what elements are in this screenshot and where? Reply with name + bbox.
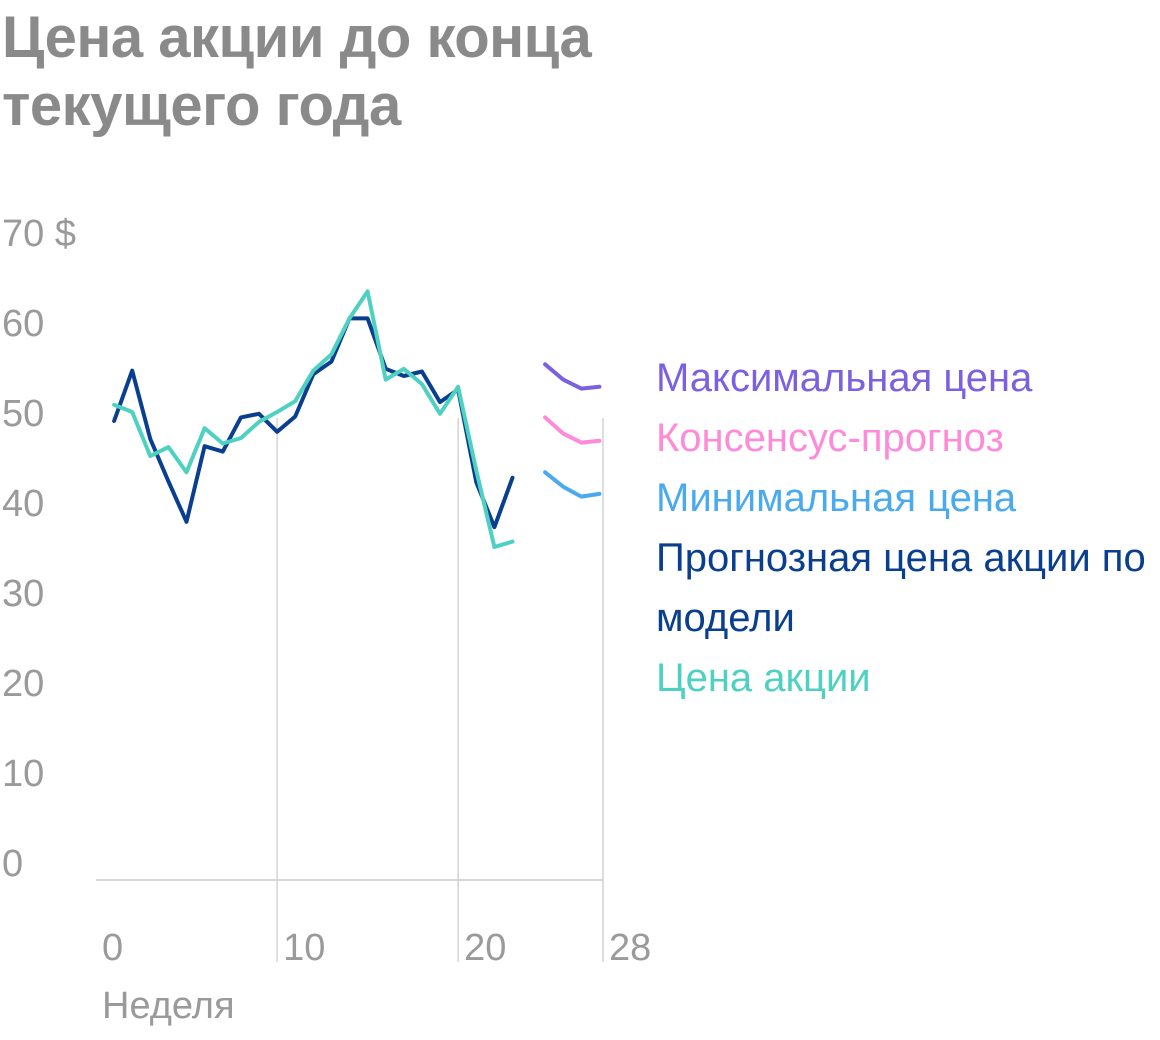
y-tick-label: 40 (2, 483, 44, 525)
chart-title-line-2: текущего года (2, 73, 401, 138)
series-line-2 (543, 470, 602, 499)
y-tick-label: 10 (2, 753, 44, 795)
x-tick-label: 10 (283, 927, 325, 969)
series-line-4 (112, 289, 515, 549)
x-tick-label: 20 (464, 927, 506, 969)
chart-title-line-1: Цена акции до конца (2, 5, 592, 70)
legend-entry: Цена акции (656, 656, 871, 700)
x-axis-label: Неделя (102, 985, 235, 1027)
series-line-3 (112, 316, 515, 530)
x-tick-label: 28 (609, 927, 651, 969)
x-tick-labels: 0 10 20 28 (102, 927, 651, 969)
series-lines (112, 289, 602, 549)
y-tick-labels: 0 10 20 30 40 50 60 70 $ (2, 213, 76, 885)
grid-lines (276, 418, 604, 962)
legend-entry: Максимальная цена (656, 356, 1033, 400)
x-tick-label: 0 (102, 927, 123, 969)
series-line-0 (543, 362, 602, 391)
legend-entry: Прогнозная цена акции по модели (656, 536, 1146, 640)
y-tick-label: 20 (2, 663, 44, 705)
y-tick-label: 60 (2, 303, 44, 345)
y-tick-label: 0 (2, 843, 23, 885)
y-tick-label: 30 (2, 573, 44, 615)
legend-entry: Консенсус-прогноз (656, 416, 1004, 460)
legend: Максимальная цена Консенсус-прогноз Минима… (656, 348, 1156, 708)
series-line-1 (543, 415, 602, 445)
legend-entry: Минимальная цена (656, 476, 1017, 520)
chart-title: Цена акции до конца текущего года (2, 4, 902, 140)
y-tick-label: 50 (2, 393, 44, 435)
y-tick-label: 70 $ (2, 213, 76, 255)
